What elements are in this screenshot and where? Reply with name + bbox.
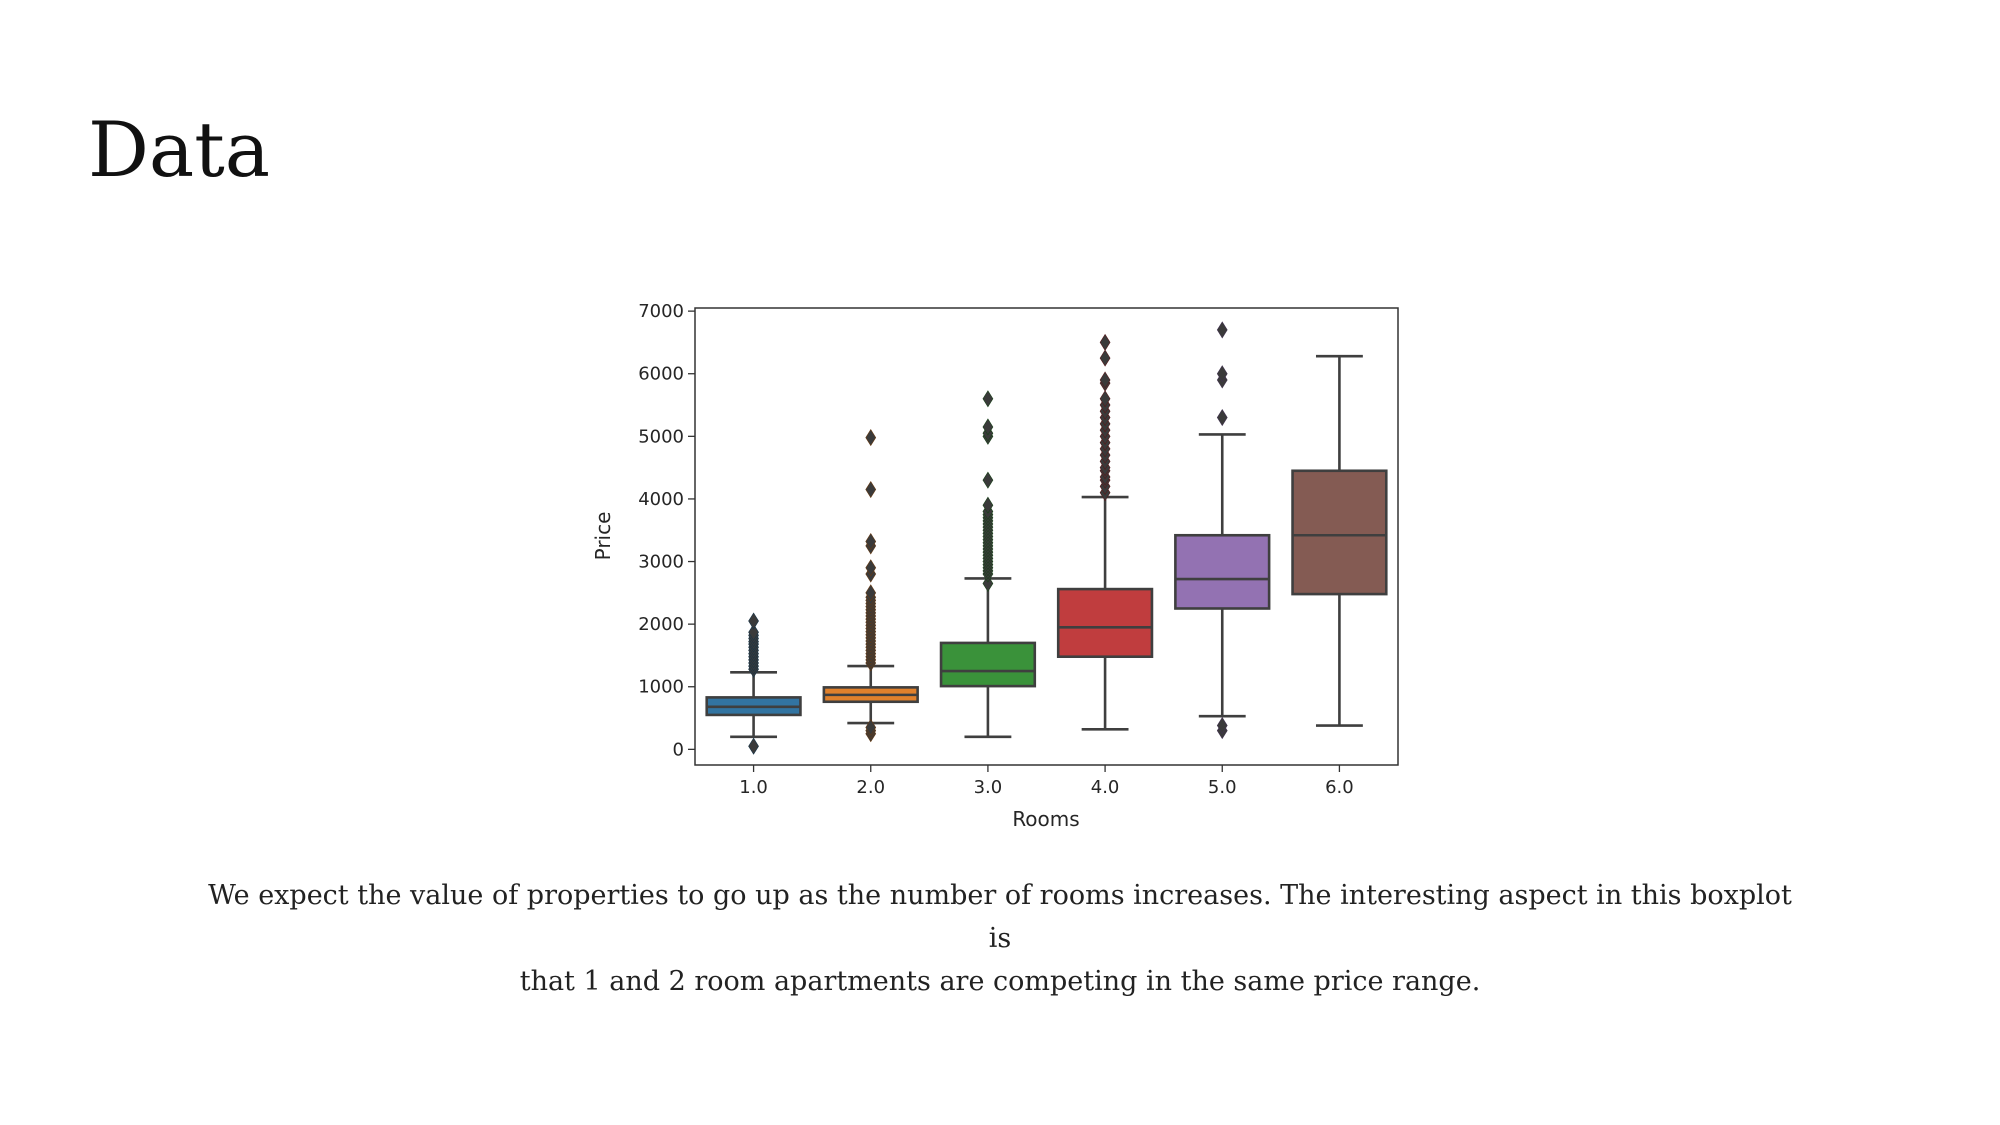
x-tick-label: 3.0 (974, 777, 1003, 798)
outlier-point (982, 390, 994, 408)
chart-svg: 0 1000 2000 3000 4000 5000 6000 7000 1.0 2.0 3.0 4.… (591, 301, 1399, 831)
outlier-point (865, 718, 877, 737)
y-tick-label: 7000 (638, 301, 684, 322)
x-axis-label: Rooms (1012, 807, 1079, 831)
outlier-point (1099, 333, 1111, 351)
outlier-point (1216, 321, 1228, 339)
box-6.0 (1291, 469, 1388, 596)
y-tick-label: 5000 (638, 426, 684, 447)
box-5.0 (1174, 533, 1271, 610)
y-tick-label: 3000 (638, 552, 684, 573)
outlier-point (1216, 716, 1228, 735)
x-tick-label: 4.0 (1091, 777, 1120, 798)
outlier-point (1099, 349, 1111, 367)
x-tick-label: 2.0 (856, 777, 885, 798)
caption: We expect the value of properties to go … (200, 874, 1800, 1003)
outlier-point (1099, 390, 1111, 408)
outlier-point (1216, 365, 1228, 383)
outlier-point (865, 532, 877, 551)
y-axis-label: Price (591, 512, 615, 561)
outlier-point (982, 574, 994, 593)
price-by-rooms-boxplot: 0 1000 2000 3000 4000 5000 6000 7000 1.0 2.0 3.0 4.… (580, 290, 1420, 850)
y-tick-label: 1000 (638, 677, 684, 698)
caption-line-1: We expect the value of properties to go … (208, 880, 1792, 954)
outlier-point (982, 418, 994, 436)
plot-frame (694, 307, 1399, 766)
outlier-point (982, 471, 994, 489)
slide-title: Data (88, 105, 271, 194)
y-tick-label: 0 (673, 739, 684, 760)
y-tick-label: 4000 (638, 489, 684, 510)
box-4.0 (1056, 587, 1154, 658)
outlier-point (1216, 408, 1228, 427)
outlier-point (982, 496, 994, 514)
caption-line-2: that 1 and 2 room apartments are competi… (519, 966, 1481, 997)
box-3.0 (939, 641, 1037, 688)
y-tick-label: 2000 (638, 614, 684, 635)
outlier-point (748, 623, 759, 641)
x-tick-label: 1.0 (739, 777, 768, 798)
y-tick-label: 6000 (638, 364, 684, 385)
outlier-point (1099, 371, 1111, 389)
outlier-point (748, 737, 759, 755)
x-tick-label: 5.0 (1208, 777, 1237, 798)
outlier-point (865, 584, 877, 602)
outlier-point (748, 612, 759, 630)
outlier-point (865, 429, 877, 447)
x-tick-label: 6.0 (1325, 777, 1354, 798)
outlier-point (865, 559, 877, 577)
outlier-point (865, 480, 877, 499)
